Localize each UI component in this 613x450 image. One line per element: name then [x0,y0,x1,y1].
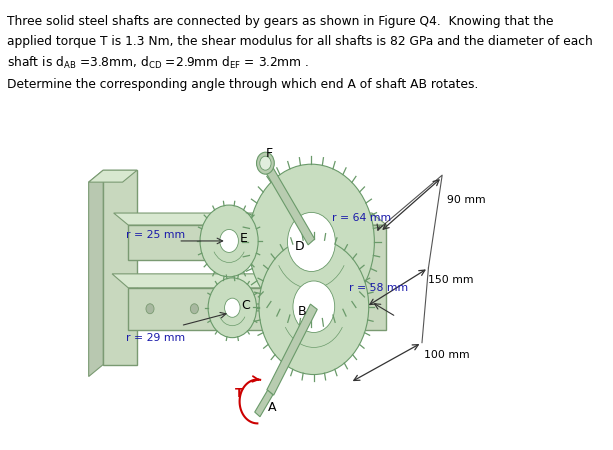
Circle shape [146,304,154,314]
Text: B: B [297,305,306,318]
Circle shape [271,304,279,314]
Text: applied torque T is 1.3 Nm, the shear modulus for all shafts is 82 GPa and the d: applied torque T is 1.3 Nm, the shear mo… [7,35,593,48]
Bar [128,288,338,330]
Polygon shape [262,160,314,245]
Text: r = 64 mm: r = 64 mm [332,213,390,223]
Text: r = 29 mm: r = 29 mm [126,333,185,342]
Circle shape [248,164,375,320]
Circle shape [200,205,258,277]
Text: 90 mm: 90 mm [447,195,485,205]
Text: shaft is d$_{\mathregular{AB}}$ =3.8mm, d$_{\mathregular{CD}}$ =2.9mm d$_{\mathr: shaft is d$_{\mathregular{AB}}$ =3.8mm, … [7,54,309,71]
Circle shape [224,298,240,317]
Polygon shape [255,390,273,417]
Polygon shape [232,303,314,311]
Text: D: D [294,240,304,253]
Text: T: T [235,387,244,400]
Polygon shape [112,274,338,288]
Text: 100 mm: 100 mm [424,350,469,360]
Circle shape [287,212,335,271]
Polygon shape [229,238,311,245]
Circle shape [191,304,199,314]
Polygon shape [113,213,346,225]
Text: Three solid steel shafts are connected by gears as shown in Figure Q4.  Knowing : Three solid steel shafts are connected b… [7,15,554,27]
Text: 150 mm: 150 mm [428,275,474,285]
Circle shape [293,281,335,333]
Circle shape [256,152,274,174]
Text: A: A [268,401,276,414]
Bar [103,170,137,364]
Circle shape [220,230,238,252]
Bar [128,225,346,260]
Polygon shape [267,304,318,395]
Circle shape [259,239,369,374]
Text: r = 25 mm: r = 25 mm [126,230,185,240]
Circle shape [260,156,271,170]
Text: F: F [266,147,273,160]
Text: C: C [241,299,249,312]
Polygon shape [89,170,137,182]
Text: E: E [240,233,248,245]
Text: r = 58 mm: r = 58 mm [349,283,408,293]
Bar [356,225,386,330]
Text: Determine the corresponding angle through which end A of shaft AB rotates.: Determine the corresponding angle throug… [7,78,479,91]
Circle shape [208,278,256,338]
Polygon shape [341,213,386,225]
Polygon shape [89,170,103,377]
